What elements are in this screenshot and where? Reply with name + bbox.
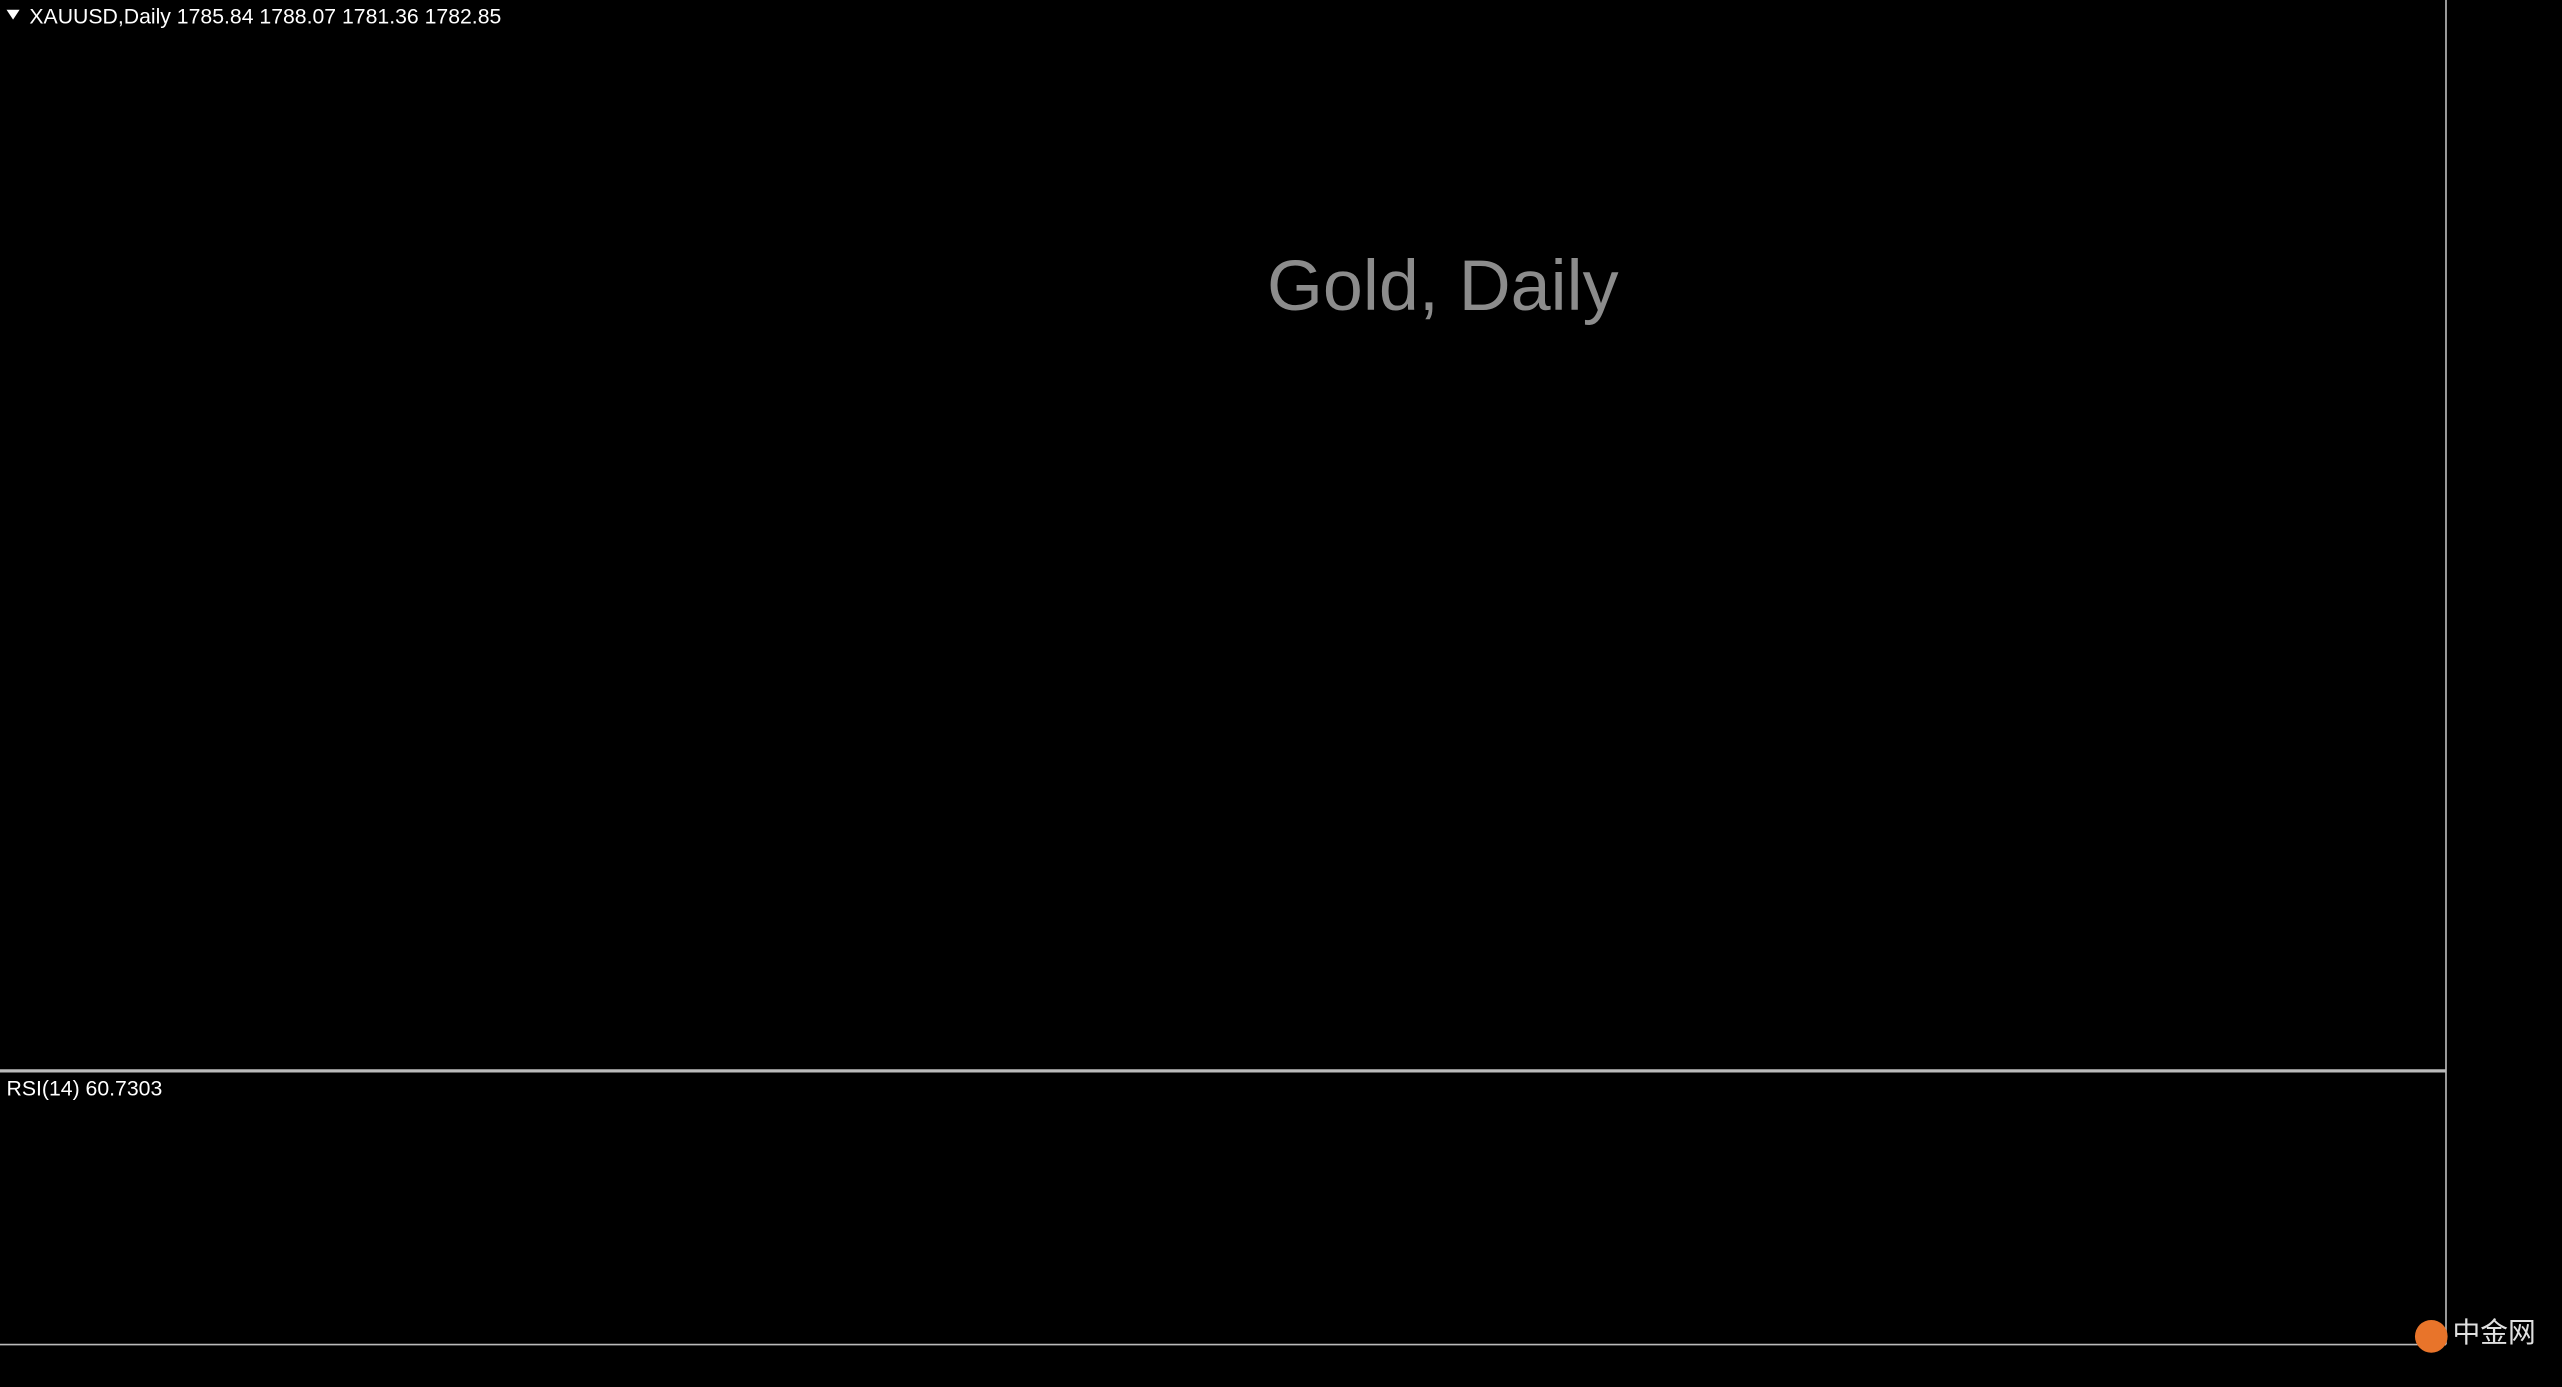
chart-root: Gold, Daily XAUUSD,Daily 1785.84 1788.07… (0, 0, 2536, 1353)
rsi-title: RSI(14) 60.7303 (7, 1077, 163, 1100)
logo-icon (2414, 1320, 2448, 1353)
logo-text: 中金网 (2453, 1317, 2536, 1348)
watermark-title: Gold, Daily (1267, 246, 1619, 326)
chart-title: XAUUSD,Daily 1785.84 1788.07 1781.36 178… (29, 6, 501, 29)
menu-triangle (6, 9, 20, 20)
